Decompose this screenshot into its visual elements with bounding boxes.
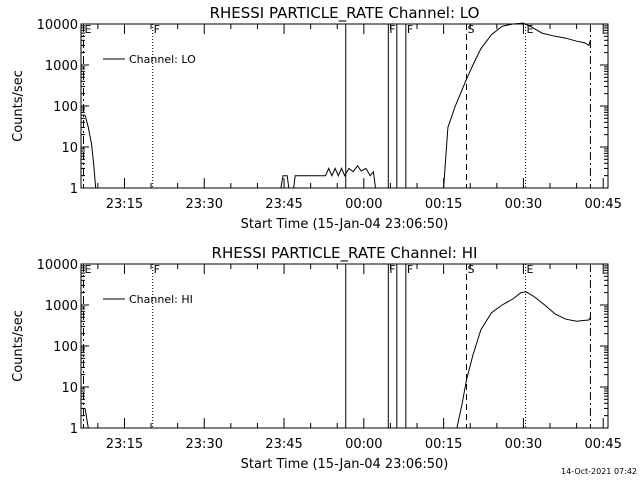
plot-frame	[80, 263, 609, 429]
event-marker-label: E	[527, 23, 534, 36]
x-tick-label: 23:30	[186, 197, 223, 212]
y-tick-label: 1000	[45, 59, 78, 74]
series-line	[84, 408, 89, 429]
event-marker-label: S	[468, 263, 475, 276]
series-line	[280, 175, 290, 189]
y-axis-label: Counts/sec	[11, 310, 26, 382]
y-tick-label: 100	[53, 340, 78, 355]
x-tick-label: 00:45	[584, 197, 621, 212]
x-tick-label: 23:15	[106, 437, 143, 452]
event-marker-label: E	[527, 263, 534, 276]
x-tick-label: 23:45	[265, 197, 302, 212]
x-tick-label: 00:00	[345, 197, 382, 212]
x-tick-label: 00:45	[584, 437, 621, 452]
x-tick-label: 00:15	[425, 437, 462, 452]
y-tick-label: 100	[53, 100, 78, 115]
legend-entry: Channel: LO	[129, 53, 196, 66]
chart-panel-hi: RHESSI PARTICLE_RATE Channel: HI Counts/s…	[11, 244, 622, 472]
series-line	[443, 22, 591, 189]
series-line	[456, 291, 591, 429]
x-tick-label: 00:00	[345, 437, 382, 452]
y-tick-label: 1000	[45, 299, 78, 314]
legend-entry: Channel: HI	[129, 293, 193, 306]
event-marker-label: F	[389, 23, 395, 36]
x-tick-label: 00:30	[505, 437, 542, 452]
event-marker-label: E	[85, 23, 92, 36]
x-tick-label: 00:15	[425, 197, 462, 212]
chart-panel-lo: RHESSI PARTICLE_RATE Channel: LO Counts/s…	[11, 4, 622, 232]
event-marker-label: F	[407, 23, 413, 36]
event-marker-label: F	[154, 263, 160, 276]
plot-frame	[80, 23, 609, 189]
series-line	[84, 114, 97, 189]
event-marker-label: F	[154, 23, 160, 36]
y-tick-label: 10000	[37, 18, 78, 33]
event-marker-label: F	[389, 263, 395, 276]
x-tick-label: 00:30	[505, 197, 542, 212]
x-axis-label: Start Time (15-Jan-04 23:06:50)	[241, 457, 449, 472]
event-marker-label: S	[468, 23, 475, 36]
y-tick-label: 10	[61, 381, 78, 396]
event-marker-label: F	[407, 263, 413, 276]
y-tick-label: 1	[70, 182, 78, 197]
footer-timestamp: 14-Oct-2021 07:42	[561, 467, 637, 476]
x-axis-label: Start Time (15-Jan-04 23:06:50)	[241, 217, 449, 232]
chart-title: RHESSI PARTICLE_RATE Channel: HI	[212, 244, 478, 263]
y-tick-label: 10	[61, 141, 78, 156]
x-tick-label: 23:15	[106, 197, 143, 212]
chart-title: RHESSI PARTICLE_RATE Channel: LO	[210, 4, 480, 23]
x-tick-label: 23:45	[265, 437, 302, 452]
event-marker-label: E	[85, 263, 92, 276]
y-tick-label: 1	[70, 422, 78, 437]
x-tick-label: 23:30	[186, 437, 223, 452]
series-line	[293, 164, 376, 189]
y-axis-label: Counts/sec	[11, 70, 26, 142]
y-tick-label: 10000	[37, 258, 78, 273]
